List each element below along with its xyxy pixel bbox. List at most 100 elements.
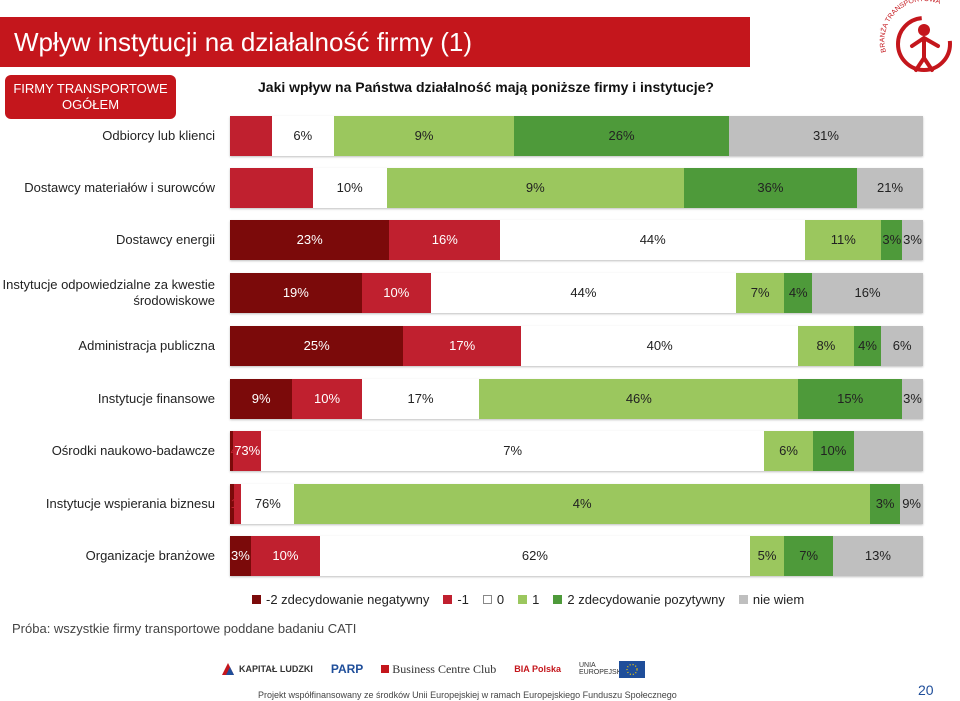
bar-segment-pos1: 7%: [735, 273, 785, 313]
category-label: Dostawcy energii: [116, 232, 215, 247]
category-label: Odbiorcy lub klienci: [102, 128, 215, 143]
bar-segment-zero: 40%: [521, 326, 799, 366]
kapital-ludzki-logo: KAPITAŁ LUDZKI: [220, 661, 313, 677]
bar-segment-zero: 10%: [312, 168, 387, 208]
bar-segment-dk: 6%: [881, 326, 923, 366]
bar-segment-pos1: 6%: [764, 431, 813, 471]
category-label: Instytucje finansowe: [97, 391, 215, 406]
bar-row: 25% 17% 40% 8% 4% 6%: [230, 326, 923, 366]
legend-item-pos1: 1: [518, 592, 539, 607]
legend-label: -2 zdecydowanie negatywny: [266, 592, 430, 607]
bar-segment-zero: 6%: [271, 116, 334, 156]
data-label: 31%: [812, 128, 839, 143]
data-label: 6%: [779, 443, 798, 458]
data-label: 10%: [313, 391, 341, 406]
bar-segment-pos1: 5%: [749, 536, 785, 576]
bar-segment-dk: 16%: [812, 273, 923, 313]
data-label: 9%: [414, 128, 434, 143]
data-label: 25%: [303, 338, 330, 353]
bar-segment-neg2: 19%: [230, 273, 362, 313]
bar-segment-pos2: 4%: [784, 273, 813, 313]
bar-segment-neg1: [230, 168, 313, 208]
data-label: 9%: [902, 496, 921, 511]
data-label: 3%: [875, 496, 895, 511]
data-label: 16%: [854, 285, 881, 300]
bar-segment-pos2: 36%: [683, 168, 857, 208]
data-label: 9%: [525, 180, 545, 195]
svg-text:BRANŻA TRANSPORTOWA: BRANŻA TRANSPORTOWA: [879, 0, 942, 53]
data-label: 10%: [820, 443, 847, 458]
data-label: 3%: [903, 232, 922, 247]
legend-label: -1: [457, 592, 469, 607]
legend-swatch: [443, 595, 453, 604]
category-label: Administracja publiczna: [78, 338, 215, 353]
data-label: 10%: [383, 285, 410, 300]
data-label: 19%: [282, 285, 309, 300]
bar-row: 19% 10% 44% 7% 4% 16%: [230, 273, 923, 313]
bar-segment-dk: 13%: [832, 536, 923, 576]
data-label: 4%: [858, 338, 877, 353]
data-label: 62%: [521, 548, 548, 563]
bar-segment-neg2: 3%: [230, 536, 251, 576]
legend-label: 1: [532, 592, 540, 607]
bar-row: 6% 9% 26% 31%: [230, 116, 923, 156]
bar-segment-zero: 17%: [361, 379, 480, 419]
data-label: 7%: [799, 548, 819, 563]
page-number: 20: [918, 682, 934, 698]
data-label: 16%: [431, 232, 458, 247]
sample-footnote: Próba: wszystkie firmy transportowe podd…: [12, 621, 357, 636]
category-label: Organizacje branżowe: [85, 548, 215, 563]
bar-row: 1%7%76%4%3%9%: [230, 484, 923, 524]
bar-segment-dk: [854, 431, 923, 471]
bar-segment-pos2: 4%: [853, 326, 882, 366]
data-label: 26%: [608, 128, 635, 143]
bar-segment-zero: 76%: [241, 484, 295, 524]
bar-segment-neg2: 25%: [230, 326, 404, 366]
bcc-text: Business Centre Club: [392, 661, 497, 676]
bar-row: 23% 16% 44% 11% 3% 3%: [230, 220, 923, 260]
bar-segment-pos1: 46%: [479, 379, 799, 419]
data-label: 8%: [816, 338, 836, 353]
category-label: Dostawcy materiałów i surowców: [24, 180, 215, 195]
bar-segment-neg1: 16%: [389, 220, 501, 260]
kapital-ludzki-text: KAPITAŁ LUDZKI: [239, 664, 313, 674]
bar-segment-neg1: 73%: [233, 431, 262, 471]
bar-segment-neg1: 17%: [403, 326, 522, 366]
data-label: 17%: [449, 338, 476, 353]
data-label: 10%: [336, 180, 363, 195]
bar-segment-neg2: 23%: [230, 220, 390, 260]
data-label: 40%: [646, 338, 673, 353]
category-label: Instytucje odpowiedzialne za kwestie śro…: [2, 277, 215, 308]
bar-segment-dk: 21%: [857, 168, 923, 208]
company-logo: BRANŻA TRANSPORTOWA: [879, 0, 952, 72]
data-label: 23%: [296, 232, 323, 247]
bar-row: 10% 9% 36% 21%: [230, 168, 923, 208]
bar-segment-zero: 7%: [261, 431, 765, 471]
bar-segment-dk: 3%: [902, 379, 923, 419]
legend-item-neg2: -2 zdecydowanie negatywny: [252, 592, 429, 607]
sponsor-logos: KAPITAŁ LUDZKI PARP Business Centre Club…: [220, 656, 720, 682]
bar-row: 3% 10% 62% 5% 7% 13%: [230, 536, 923, 576]
bar-row: 4%73%7%6%10%: [230, 431, 923, 471]
parp-text: PARP: [330, 662, 364, 676]
bar-segment-neg1: 10%: [250, 536, 321, 576]
bar-segment-neg1: 7%: [233, 484, 253, 524]
bar-segment-neg1: 10%: [361, 273, 431, 313]
bar-segment-pos2: 15%: [798, 379, 903, 419]
parp-logo: PARP: [331, 662, 363, 676]
legend-swatch: [482, 595, 492, 604]
legend-label: nie wiem: [752, 592, 805, 607]
legend-item-pos2: 2 zdecydowanie pozytywny: [553, 592, 725, 607]
legend-swatch: [518, 595, 528, 604]
bar-segment-neg1: 10%: [292, 379, 362, 419]
legend-label: 0: [496, 592, 505, 607]
bar-segment-pos1: 11%: [805, 220, 882, 260]
page-title: Wpływ instytucji na działalność firmy (1…: [0, 17, 750, 67]
bar-row: 9% 10% 17% 46% 15% 3%: [230, 379, 923, 419]
data-label: 44%: [570, 285, 597, 300]
bar-segment-zero: 44%: [430, 273, 736, 313]
bcc-logo: Business Centre Club: [381, 662, 496, 677]
bar-segment-pos2: 10%: [812, 431, 854, 471]
data-label: 3%: [903, 391, 922, 406]
chart-legend: -2 zdecydowanie negatywny -1 0 1 2 zdecydowa…: [252, 592, 818, 607]
